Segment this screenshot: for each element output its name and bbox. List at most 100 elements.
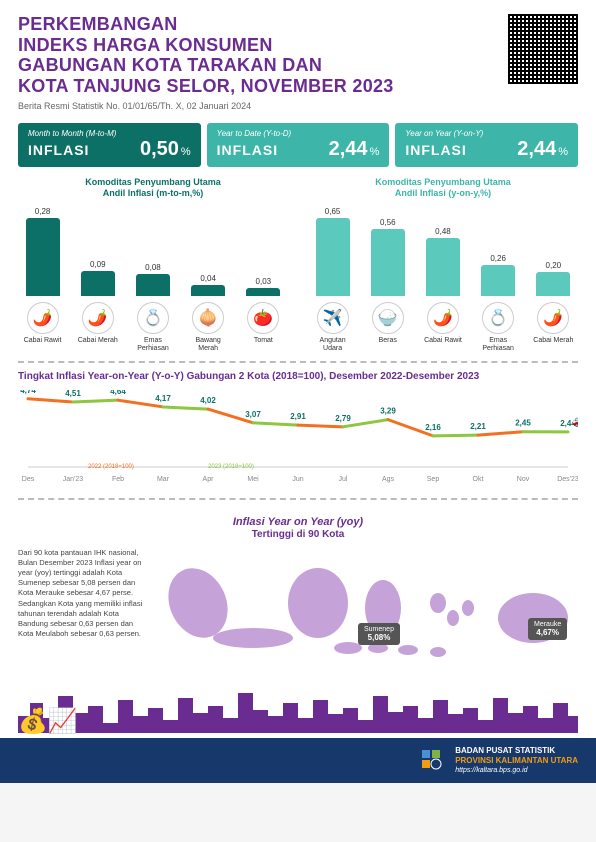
bar-value: 0,26	[490, 254, 506, 263]
line-value: 4,51	[65, 390, 81, 398]
commodity-item: 💍 Emas Perhiasan	[131, 302, 175, 352]
map-text: Dari 90 kota pantauan IHK nasional, Bula…	[18, 548, 148, 688]
line-xlabel: Apr	[203, 476, 215, 483]
map-subtitle: Tertinggi di 90 Kota	[18, 529, 578, 540]
divider-1	[18, 361, 578, 363]
title-l1: PERKEMBANGAN	[18, 14, 578, 35]
page: PERKEMBANGAN INDEKS HARGA KONSUMEN GABUN…	[0, 0, 596, 783]
bar-value: 0,48	[435, 227, 451, 236]
line-xlabel: Jan'23	[63, 476, 84, 483]
map-callout: Merauke 4,67%	[528, 618, 567, 640]
line-xlabel: Sep	[427, 476, 440, 483]
commodity-item: 💍 Emas Perhiasan	[476, 302, 520, 352]
chart-yoy: Komoditas Penyumbang Utama Andil Inflasi…	[308, 177, 578, 353]
bars-left: 0,28 0,09 0,08 0,04 0,03	[18, 206, 288, 296]
map-graphic: Sumenep 5,08% Merauke 4,67%	[158, 548, 578, 688]
bar	[316, 218, 350, 296]
callout-name: Merauke	[534, 621, 561, 628]
commodity-item: 🌶️ Cabai Rawit	[421, 302, 465, 352]
bar-item: 0,08	[131, 263, 175, 296]
chart-mtm: Komoditas Penyumbang Utama Andil Inflasi…	[18, 177, 288, 353]
line-value: 2,79	[335, 414, 351, 423]
callout-name: Sumenep	[364, 626, 394, 633]
stat-name: INFLASI	[217, 142, 278, 158]
truck-icon: 🚚	[572, 411, 578, 428]
commodity-icon: 🍚	[372, 302, 404, 334]
icons-left: 🌶️ Cabai Rawit 🌶️ Cabai Merah 💍 Emas Per…	[18, 302, 288, 352]
stat-value: 2,44%	[517, 138, 568, 161]
line-xlabel: Ags	[382, 476, 395, 483]
callout-value: 5,08%	[364, 633, 394, 642]
footer-logo	[419, 747, 447, 775]
coins-icon: 💰📈	[18, 707, 78, 736]
bar	[426, 238, 460, 296]
commodity-item: 🍚 Beras	[366, 302, 410, 352]
bar-item: 0,48	[421, 227, 465, 296]
stat-boxes: Month to Month (M-to-M) INFLASI 0,50% Ye…	[0, 117, 596, 173]
commodity-icon: 💍	[482, 302, 514, 334]
map-title: Inflasi Year on Year (yoy)	[18, 516, 578, 529]
line-xlabel: Feb	[112, 476, 124, 483]
commodity-item: 🧅 Bawang Merah	[186, 302, 230, 352]
line-xlabel: Des	[22, 476, 35, 483]
qr-code	[508, 14, 578, 84]
footer-text: BADAN PUSAT STATISTIK PROVINSI KALIMANTA…	[455, 746, 578, 776]
stat-name: INFLASI	[405, 142, 466, 158]
line-xlabel: Des'23	[557, 476, 578, 483]
subtitle: Berita Resmi Statistik No. 01/01/65/Th. …	[18, 101, 578, 111]
commodity-icon: 🌶️	[27, 302, 59, 334]
bar-item: 0,20	[531, 261, 575, 296]
commodity-label: Cabai Merah	[78, 337, 118, 345]
footer-graphic: 💰📈	[0, 688, 596, 738]
map-callout: Sumenep 5,08%	[358, 623, 400, 645]
commodity-item: 🌶️ Cabai Merah	[76, 302, 120, 352]
commodity-icon: 🌶️	[82, 302, 114, 334]
bar-value: 0,03	[256, 277, 272, 286]
bar-item: 0,28	[21, 207, 65, 296]
title-l3: GABUNGAN KOTA TARAKAN DAN	[18, 55, 578, 76]
bar-item: 0,65	[311, 207, 355, 296]
bar-item: 0,09	[76, 260, 120, 296]
bar-value: 0,09	[90, 260, 106, 269]
line-chart-section: Tingkat Inflasi Year-on-Year (Y-o-Y) Gab…	[0, 371, 596, 490]
bar-value: 0,08	[145, 263, 161, 272]
title-l2: INDEKS HARGA KONSUMEN	[18, 35, 578, 56]
commodity-label: Beras	[379, 337, 397, 345]
bar	[371, 229, 405, 296]
commodity-label: Angutan Udara	[311, 337, 355, 352]
stat-label: Year to Date (Y-to-D)	[217, 129, 380, 138]
bar-value: 0,20	[546, 261, 562, 270]
line-note2: 2023 (2018=100)	[208, 464, 254, 470]
line-xlabel: Mar	[157, 476, 170, 483]
bar-value: 0,28	[35, 207, 51, 216]
skyline	[18, 688, 578, 733]
commodity-item: 🍅 Tomat	[241, 302, 285, 352]
bar-value: 0,04	[200, 274, 216, 283]
bar-item: 0,04	[186, 274, 230, 296]
commodity-label: Bawang Merah	[186, 337, 230, 352]
bar	[246, 288, 280, 296]
indonesia-map	[158, 548, 578, 688]
bar	[81, 271, 115, 296]
stat-label: Year on Year (Y-on-Y)	[405, 129, 568, 138]
footer-bar: BADAN PUSAT STATISTIK PROVINSI KALIMANTA…	[0, 738, 596, 784]
bar	[481, 265, 515, 296]
line-xlabel: Jun	[292, 476, 303, 483]
line-value: 2,91	[290, 412, 306, 421]
line-xlabel: Nov	[517, 476, 530, 483]
bar-item: 0,56	[366, 218, 410, 296]
line-value: 4,74	[20, 390, 36, 395]
commodity-label: Emas Perhiasan	[131, 337, 175, 352]
commodity-icon: 🌶️	[427, 302, 459, 334]
line-chart-svg: 4,74Des4,51Jan'234,64Feb4,17Mar4,02Apr3,…	[18, 390, 578, 485]
line-xlabel: Jul	[339, 476, 348, 483]
chart-yoy-title: Komoditas Penyumbang Utama Andil Inflasi…	[308, 177, 578, 199]
line-xlabel: Mei	[247, 476, 259, 483]
commodity-label: Cabai Rawit	[24, 337, 62, 345]
stat-value: 2,44%	[329, 138, 380, 161]
line-value: 4,17	[155, 394, 171, 403]
stat-value: 0,50%	[140, 138, 191, 161]
stat-box-0: Month to Month (M-to-M) INFLASI 0,50%	[18, 123, 201, 167]
line-chart-title: Tingkat Inflasi Year-on-Year (Y-o-Y) Gab…	[18, 371, 578, 382]
commodity-label: Cabai Merah	[533, 337, 573, 345]
